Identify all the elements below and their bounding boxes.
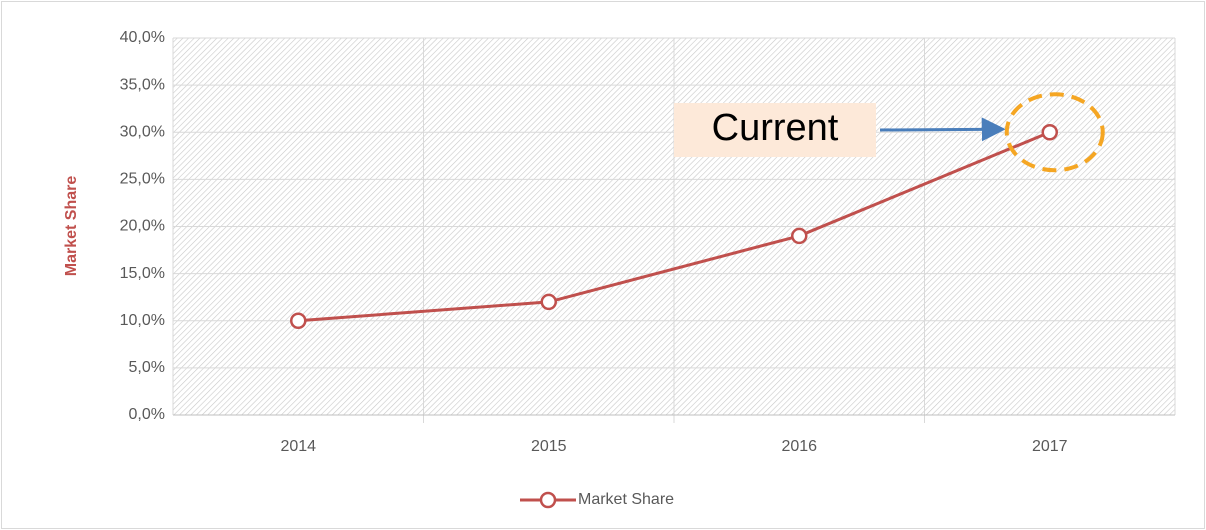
- x-tick-label: 2016: [781, 438, 817, 455]
- x-tick-label: 2017: [1032, 438, 1068, 455]
- y-tick-label: 15,0%: [120, 265, 165, 282]
- annotation-text: Current: [712, 107, 839, 149]
- highlight-ellipse: [1004, 92, 1105, 173]
- y-axis-label: Market Share: [63, 176, 80, 277]
- annotation-arrow: [879, 117, 1006, 142]
- data-point: [290, 312, 307, 329]
- annotation-box: [674, 103, 876, 157]
- data-point: [540, 293, 557, 311]
- legend-marker: [539, 491, 557, 509]
- x-tick-label: 2015: [531, 438, 567, 455]
- legend-label: Market Share: [578, 491, 674, 508]
- y-tick-label: 20,0%: [120, 218, 165, 235]
- y-tick-label: 10,0%: [120, 312, 165, 329]
- y-tick-label: 25,0%: [120, 171, 165, 188]
- y-tick-label: 30,0%: [120, 123, 165, 140]
- data-point: [1041, 124, 1058, 141]
- x-tick-label: 2014: [280, 438, 316, 455]
- data-point: [791, 227, 808, 245]
- y-tick-label: 35,0%: [120, 76, 165, 93]
- series-line: [298, 130, 1051, 323]
- y-tick-label: 0,0%: [129, 406, 165, 423]
- y-tick-label: 40,0%: [120, 29, 165, 46]
- y-tick-label: 5,0%: [129, 359, 165, 376]
